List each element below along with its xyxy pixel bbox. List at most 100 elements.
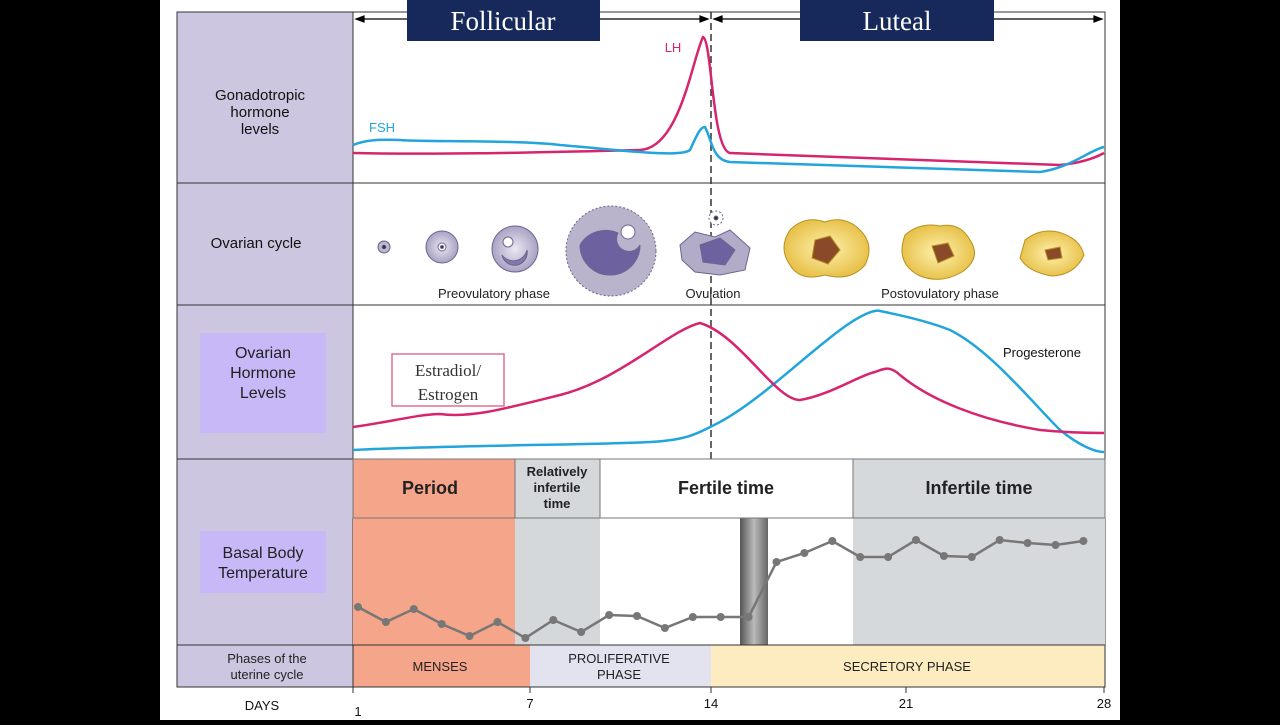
path (501, 249, 528, 266)
path (579, 229, 641, 276)
tspan: Hormone (230, 365, 296, 382)
bbt-point (660, 624, 669, 632)
circle (440, 245, 444, 249)
estradiol-box (391, 353, 505, 407)
progesterone-label: Progesterone (1003, 345, 1081, 360)
tab-label: Luteal (863, 6, 932, 36)
phase-caption: Ovulation (686, 286, 741, 301)
tspan: time (544, 496, 571, 511)
bbt-header-label: Fertile time (678, 478, 774, 498)
tab (407, 0, 600, 41)
bbt-point (800, 549, 809, 557)
bbt-point (912, 536, 920, 544)
tspan: levels (241, 121, 279, 138)
circle (381, 244, 387, 250)
follicles (377, 205, 751, 297)
ovulation-band (740, 518, 768, 645)
fsh-curve (352, 125, 1105, 174)
bbt-point (605, 611, 614, 619)
circle (502, 236, 514, 248)
menses-band (353, 645, 530, 687)
tspan: PHASE (597, 667, 641, 682)
row-label: Ovarian Hormone Levels (230, 345, 296, 402)
secretory-band (711, 645, 1105, 687)
period-band (353, 459, 515, 645)
tspan: PROLIFERATIVE (568, 651, 670, 666)
bbt-point (939, 552, 948, 560)
estradiol-curve (352, 321, 1105, 435)
tspan: Estradiol/ (415, 361, 481, 380)
rect (352, 458, 1106, 519)
bbt-point (437, 620, 446, 628)
day-label: 21 (899, 696, 913, 711)
bbt-point (1023, 539, 1032, 547)
progesterone-curve (352, 309, 1105, 454)
tspan: Levels (240, 385, 286, 402)
polygon (712, 15, 723, 23)
day-label: 1 (354, 704, 361, 719)
tspan: Temperature (218, 565, 308, 582)
label-highlight (200, 531, 326, 593)
row-label: Basal Body Temperature (218, 545, 308, 582)
bbt-point (577, 628, 586, 636)
bbt-point (354, 603, 362, 611)
uterine-border (352, 644, 1106, 688)
bbt-header (352, 458, 1106, 519)
phase-caption: Preovulatory phase (438, 286, 550, 301)
uterine-phase: MENSES (413, 659, 468, 674)
day-label: 14 (704, 696, 718, 711)
path (811, 235, 841, 265)
bbt-point (633, 612, 641, 620)
relatively-infertile-band (515, 459, 600, 645)
bbt-header-label: Relatively infertile time (527, 464, 588, 511)
polygon (354, 15, 365, 23)
day-label: 28 (1097, 696, 1111, 711)
circle (620, 224, 636, 240)
path (931, 242, 955, 264)
tspan: infertile (534, 480, 581, 495)
corpus-luteum (783, 219, 1085, 280)
tab (800, 0, 994, 41)
circle (713, 215, 719, 221)
tspan: Ovarian (235, 345, 291, 362)
bbt-point (381, 618, 390, 626)
uterine-phase: PROLIFERATIVE PHASE (568, 651, 670, 682)
tspan: hormone (230, 104, 289, 121)
tab-label: Follicular (451, 6, 556, 36)
lh-curve (352, 35, 1105, 167)
bbt-point (772, 558, 781, 566)
row-label: Ovarian cycle (211, 235, 302, 252)
path (1044, 246, 1063, 261)
phase-caption: Postovulatory phase (881, 286, 999, 301)
bbt-point (521, 634, 530, 642)
bbt-line (354, 536, 1088, 642)
bbt-point (716, 613, 725, 621)
tspan: Gonadotropic (215, 87, 306, 104)
circle (491, 225, 539, 273)
bbt-point (884, 553, 893, 561)
bbt-point (828, 537, 837, 545)
tspan: Basal Body (223, 545, 304, 562)
lh-label: LH (665, 40, 682, 55)
bbt-point (493, 618, 502, 626)
bbt-point (409, 605, 418, 613)
bbt-point (1079, 537, 1088, 545)
tspan: uterine cycle (231, 667, 304, 682)
label-highlight (200, 333, 326, 433)
row-label: Phases of the uterine cycle (227, 651, 307, 682)
bbt-point (1051, 541, 1060, 549)
tspan: Estrogen (418, 385, 479, 404)
axis-label: DAYS (245, 698, 280, 713)
bbt-point (465, 632, 474, 640)
bbt-point (744, 613, 753, 621)
bbt-header-label: Period (402, 478, 458, 498)
bbt-header-label: Infertile time (925, 478, 1032, 498)
bbt-point (688, 613, 697, 621)
day-label: 7 (526, 696, 533, 711)
uterine-phase: SECRETORY PHASE (843, 659, 971, 674)
bbt-point (967, 553, 976, 561)
bbt-point (856, 553, 865, 561)
polygon (699, 15, 710, 23)
tspan: Phases of the (227, 651, 307, 666)
